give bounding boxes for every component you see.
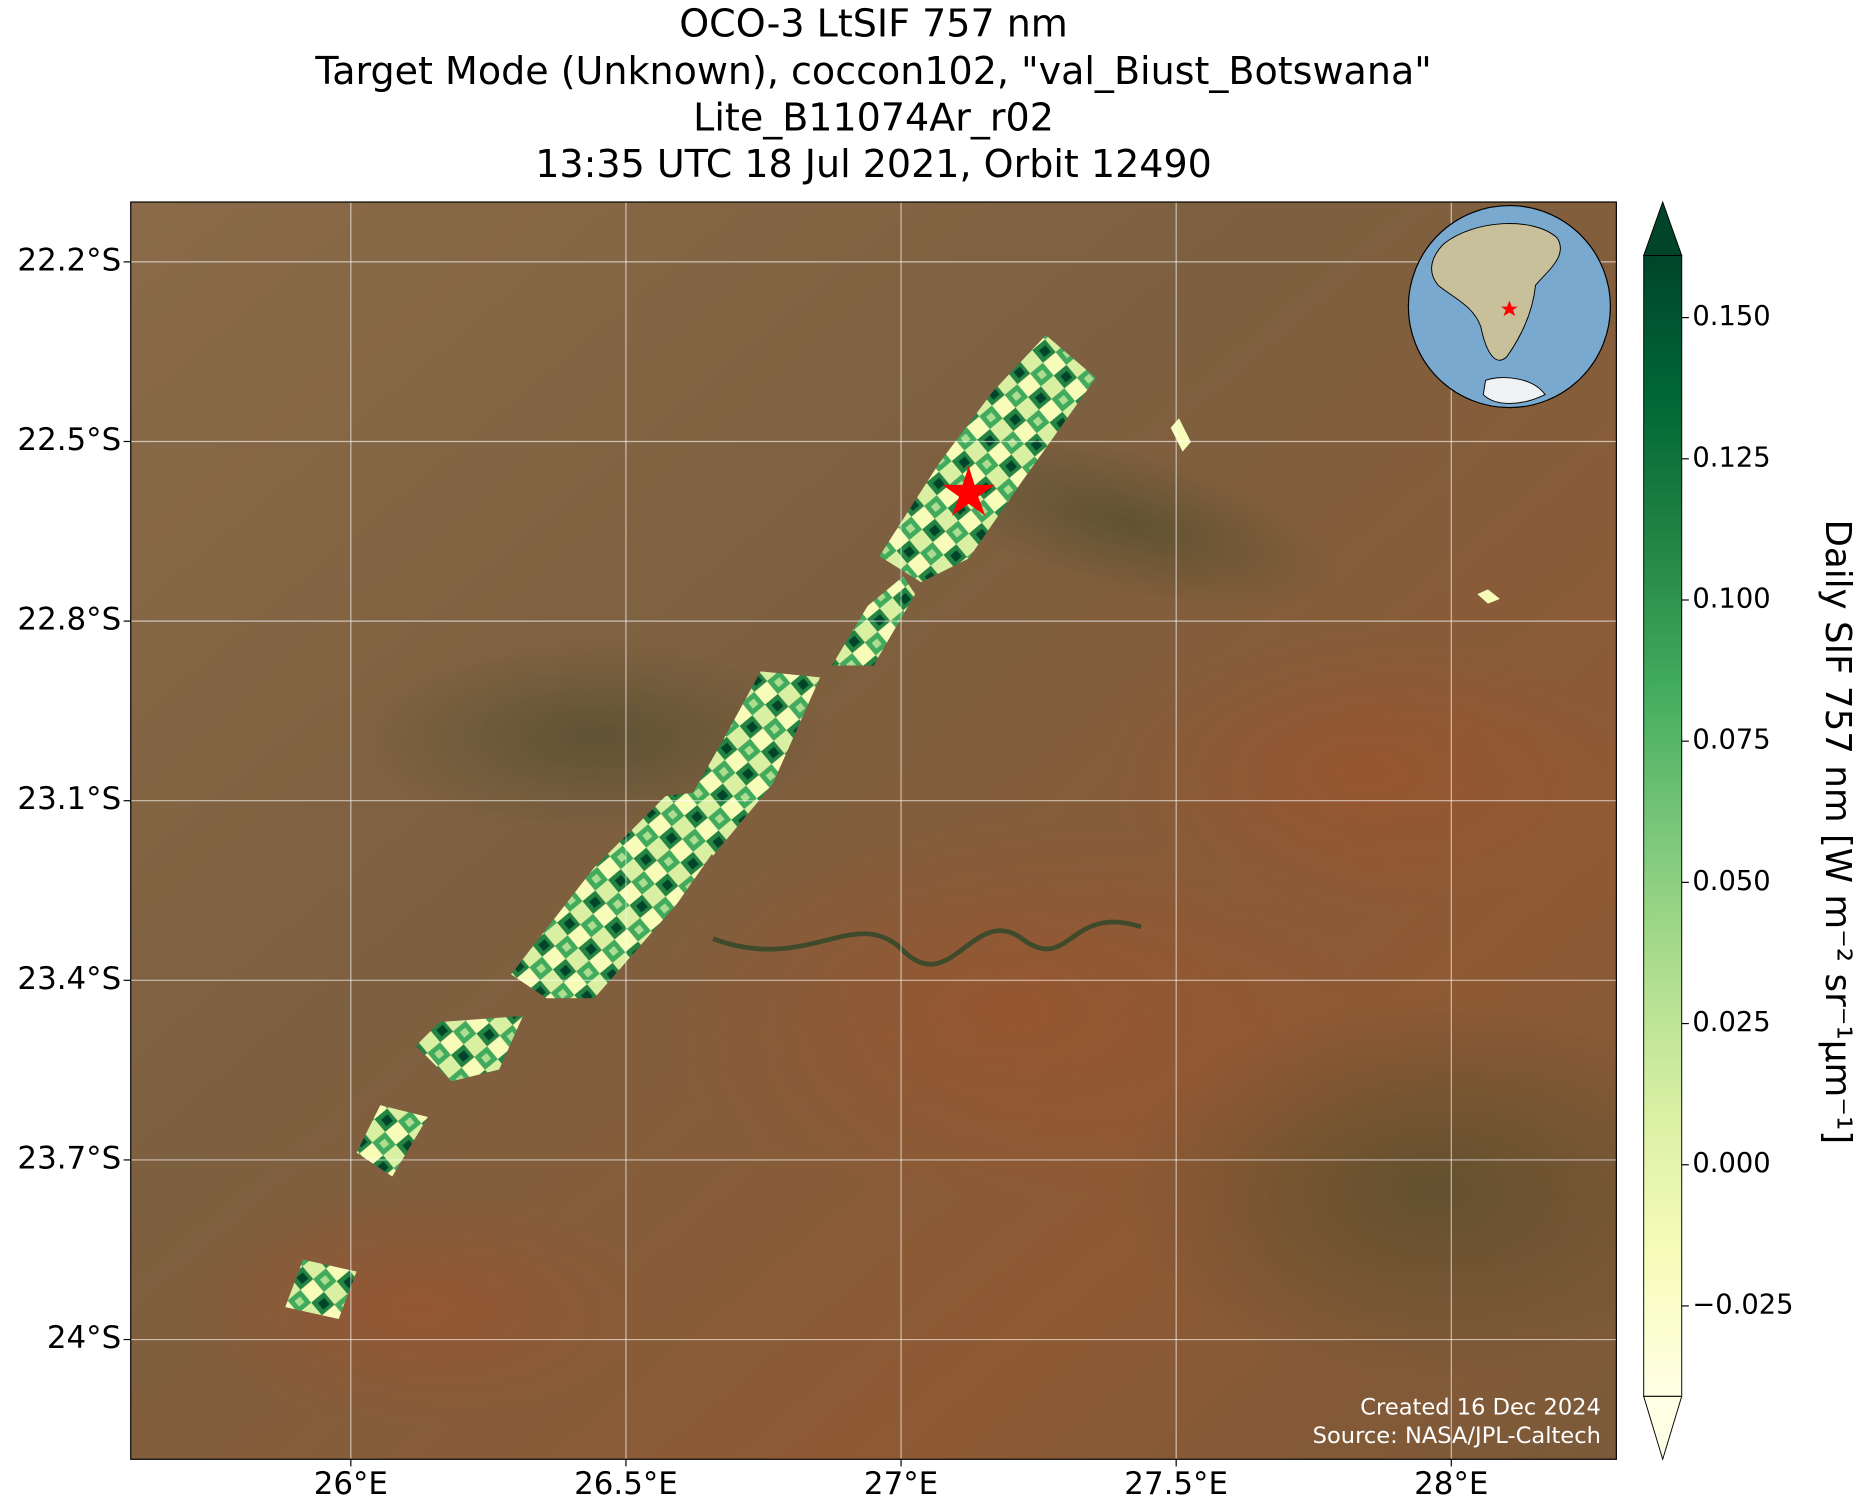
colorbar: Daily SIF 757 nm [W m⁻² sr⁻¹μm⁻¹] [1643,200,1858,1461]
y-tick-label: 22.5°S [17,422,121,458]
title-line: Target Mode (Unknown), coccon102, "val_B… [314,49,1431,93]
y-tick-label: 22.2°S [17,242,121,278]
x-tick-label: 27°E [864,1466,938,1502]
map: Created 16 Dec 2024 Source: NASA/JPL-Cal… [130,202,1617,1460]
terrain [921,434,1337,612]
terrain [178,1188,654,1427]
x-tick-label: 26.5°E [574,1466,678,1502]
river [712,919,1142,967]
colorbar-body [1643,255,1682,1397]
x-tick-label: 27.5°E [1124,1466,1228,1502]
terrain [653,819,1367,1201]
x-tick-label: 28°E [1414,1466,1488,1502]
map-frame [130,201,1617,1460]
colorbar-tick-label: 0.075 [1692,725,1770,756]
colorbar-extend-min [1643,1395,1683,1461]
title-line: Lite_B11074Ar_r02 [693,96,1054,140]
grid [130,202,1617,1460]
credit: Created 16 Dec 2024 [1360,1395,1601,1421]
terrain [1105,629,1617,915]
colorbar-extend-max [1643,200,1683,256]
y-tick-label: 24°S [47,1320,121,1356]
y-tick-label: 23.4°S [17,961,121,997]
colorbar-tick-label: 0.125 [1692,442,1770,473]
colorbar-label: Daily SIF 757 nm [W m⁻² sr⁻¹μm⁻¹] [1817,519,1858,1144]
y-tick-label: 23.1°S [17,781,121,817]
y-tick-label: 22.8°S [17,602,121,638]
title-line: OCO-3 LtSIF 757 nm [679,2,1068,46]
colorbar-tick-label: 0.100 [1692,583,1770,614]
globe-inset [1407,204,1612,409]
title-line: 13:35 UTC 18 Jul 2021, Orbit 12490 [535,142,1212,186]
credit: Source: NASA/JPL-Caltech [1313,1423,1601,1449]
y-tick-label: 23.7°S [17,1140,121,1176]
colorbar-tick-label: 0.000 [1692,1148,1770,1179]
colorbar-tick-label: −0.025 [1692,1289,1793,1320]
x-tick-label: 26°E [314,1466,388,1502]
sif-swath [285,335,1500,1320]
colorbar-tick-label: 0.025 [1692,1007,1770,1038]
colorbar-tick-label: 0.150 [1692,301,1770,332]
target-star [942,465,995,516]
colorbar-frame [1643,255,1683,1397]
colorbar-tick-label: 0.050 [1692,866,1770,897]
title: OCO-3 LtSIF 757 nm Target Mode (Unknown)… [314,2,1431,186]
